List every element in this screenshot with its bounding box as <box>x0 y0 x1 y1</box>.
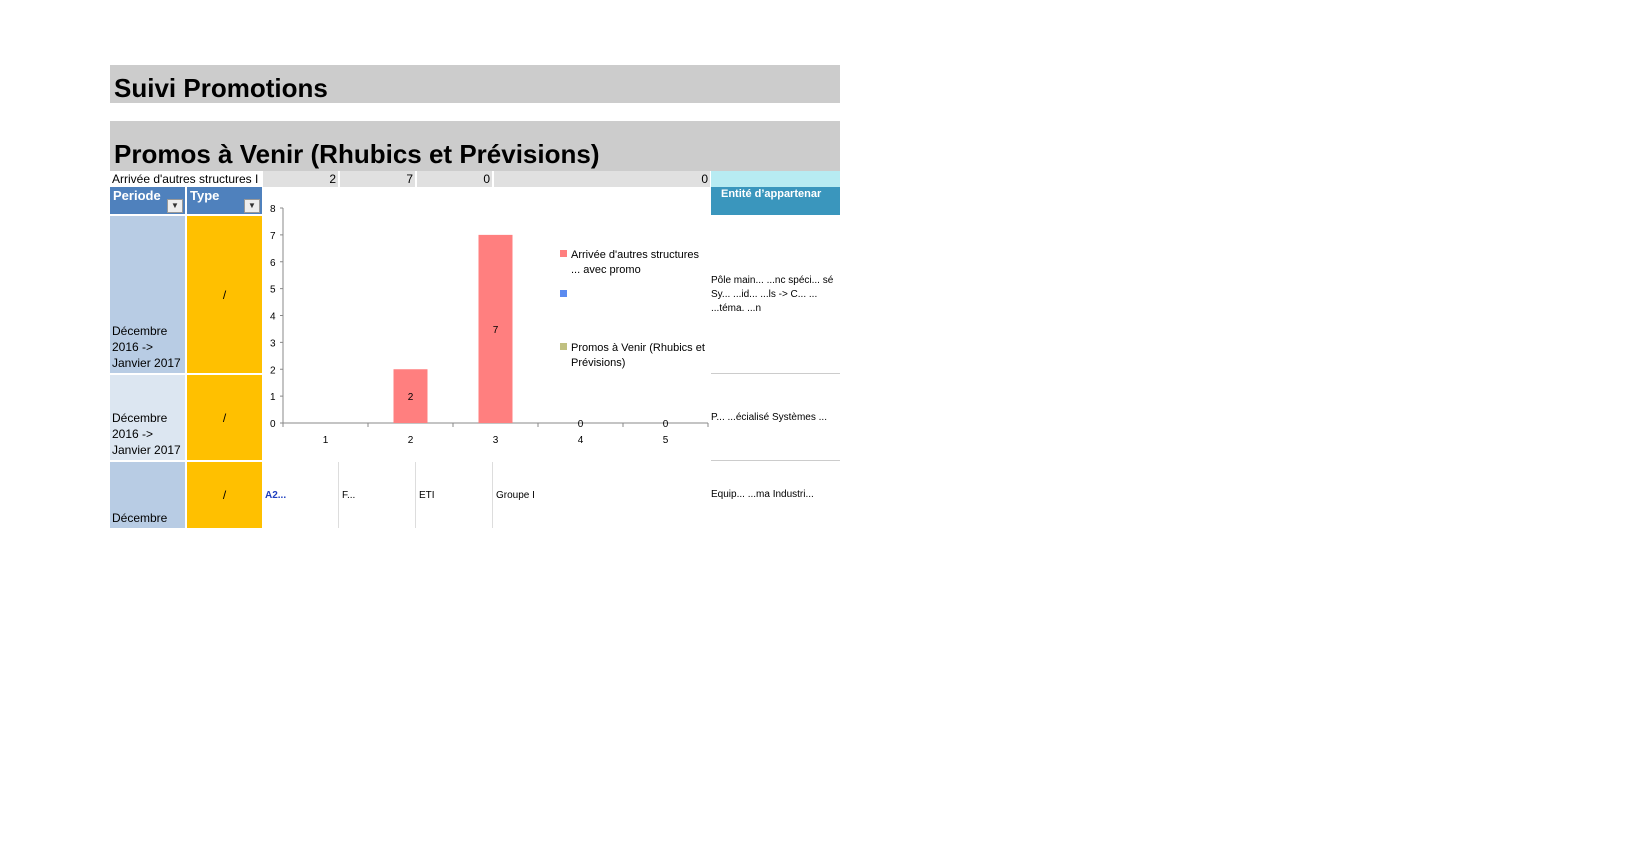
bar <box>478 234 513 423</box>
summary-value[interactable]: 0 <box>494 171 710 187</box>
periode-cell[interactable]: Décembre 2016 -> Janvier 2017 <box>110 216 185 373</box>
x-tick-label: 5 <box>663 435 669 446</box>
periode-cell[interactable]: Décembre 2016 -> Janvier 2017 <box>110 375 185 460</box>
x-tick-label: 3 <box>493 435 499 446</box>
type-header[interactable]: Type ▼ <box>187 187 262 214</box>
periode-header[interactable]: Periode ▼ <box>110 187 185 214</box>
y-tick-label: 3 <box>270 338 276 349</box>
type-cell[interactable]: / <box>187 462 262 528</box>
y-tick-label: 7 <box>270 231 276 242</box>
bar-chart[interactable]: 0 1 2 3 4 5 6 7 8 1 2 2 3 7 4 0 5 0 <box>263 187 711 461</box>
legend-swatch-icon <box>560 290 567 297</box>
chart-legend: Arrivée d'autres structures ... avec pro… <box>560 248 705 371</box>
entite-cell[interactable]: Equip... ...ma Industri... <box>711 489 814 500</box>
page-title: Suivi Promotions <box>110 65 840 103</box>
type-cell[interactable]: / <box>187 375 262 460</box>
type-header-label: Type <box>190 188 220 203</box>
bar <box>393 369 428 423</box>
y-tick-label: 8 <box>270 204 276 215</box>
periode-cell[interactable]: Décembre <box>110 462 185 528</box>
data-label: 0 <box>663 419 669 430</box>
summary-label: Arrivée d'autres structures I <box>110 171 264 187</box>
entite-header[interactable]: Entité d’appartenar <box>711 187 840 215</box>
legend-label: Promos à Venir (Rhubics et Prévisions) <box>571 342 705 369</box>
section-title: Promos à Venir (Rhubics et Prévisions) <box>110 121 840 171</box>
x-tick-label: 2 <box>408 435 414 446</box>
row-cell[interactable]: Groupe I <box>496 489 535 501</box>
filter-dropdown-icon[interactable]: ▼ <box>244 199 260 213</box>
summary-value[interactable]: 7 <box>340 171 415 187</box>
row-cell[interactable]: ETI <box>417 462 493 528</box>
legend-item: Promos à Venir (Rhubics et Prévisions) <box>560 341 705 371</box>
entite-cell[interactable]: Pôle main... ...nc spéci... sé Sy... ...… <box>711 216 840 374</box>
x-tick-label: 4 <box>578 435 584 446</box>
y-tick-label: 5 <box>270 285 276 296</box>
legend-item: Arrivée d'autres structures ... avec pro… <box>560 248 705 278</box>
summary-fill <box>711 171 840 187</box>
row-cell[interactable]: A2... <box>263 462 339 528</box>
entite-cell[interactable]: P... ...écialisé Systèmes ... <box>711 375 840 461</box>
legend-item <box>560 288 705 303</box>
summary-value[interactable]: 0 <box>417 171 492 187</box>
legend-swatch-icon <box>560 250 567 257</box>
legend-label: Arrivée d'autres structures ... avec pro… <box>571 249 700 276</box>
type-cell[interactable]: / <box>187 216 262 373</box>
data-label: 2 <box>408 392 414 403</box>
data-label: 7 <box>493 325 499 336</box>
periode-header-label: Periode <box>113 188 161 203</box>
x-tick-label: 1 <box>323 435 329 446</box>
legend-swatch-icon <box>560 343 567 350</box>
y-tick-label: 4 <box>270 312 276 323</box>
y-tick-label: 2 <box>270 365 276 376</box>
y-tick-label: 6 <box>270 258 276 269</box>
filter-dropdown-icon[interactable]: ▼ <box>167 199 183 213</box>
y-tick-label: 1 <box>270 392 276 403</box>
row-cell[interactable]: F... <box>340 462 416 528</box>
data-label: 0 <box>578 419 584 430</box>
y-tick-label: 0 <box>270 419 276 430</box>
summary-value[interactable]: 2 <box>263 171 338 187</box>
